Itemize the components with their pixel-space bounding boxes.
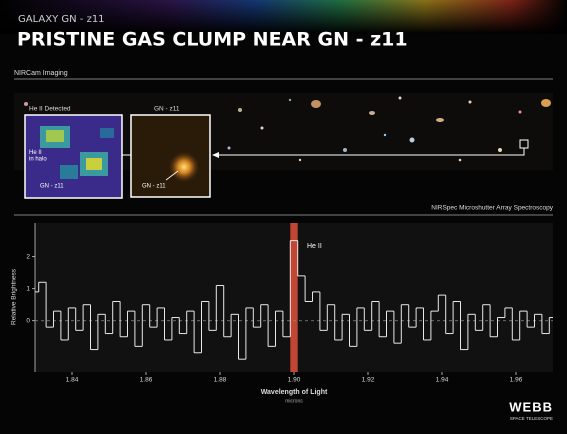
- title: PRISTINE GAS CLUMP NEAR GN - z11: [17, 29, 408, 51]
- banner-fade: [0, 0, 567, 34]
- annotation: He II: [307, 243, 322, 250]
- pointer-arrow: [212, 152, 219, 158]
- x-tick-label: 1.90: [288, 377, 301, 384]
- inset-title: He II Detected: [29, 106, 71, 113]
- halo-label: He II in halo: [29, 150, 47, 163]
- x-tick-label: 1.86: [140, 377, 153, 384]
- kicker: GALAXY GN - z11: [18, 14, 105, 25]
- x-axis-label: Wavelength of Light: [261, 389, 328, 396]
- x-tick-label: 1.92: [362, 377, 375, 384]
- x-axis-unit: microns: [285, 398, 303, 404]
- y-tick-label: 2: [26, 253, 30, 260]
- highlight-band: [290, 223, 298, 372]
- galaxy-label: GN - z11: [40, 184, 64, 190]
- spectrum: 0 1 2 1.84 1.86 1.88 1.90 1.92 1.94 1.96: [26, 223, 553, 384]
- x-tick-label: 1.84: [66, 377, 79, 384]
- galaxy-closeup: [130, 114, 211, 198]
- galaxy-label: GN - z11: [142, 184, 166, 190]
- he-ii-map-pixels: [40, 126, 114, 179]
- logo: WEBB: [509, 399, 553, 414]
- section-label: NIRCam Imaging: [14, 70, 68, 77]
- y-tick-label: 1: [26, 285, 30, 292]
- x-tick-label: 1.94: [436, 377, 449, 384]
- y-tick-label: 0: [26, 317, 30, 324]
- section-label: NIRSpec Microshutter Array Spectroscopy: [431, 205, 553, 212]
- logo-subtitle: SPACE TELESCOPE: [510, 416, 553, 421]
- galaxy-pointer: [165, 170, 179, 181]
- galaxy-glow: [168, 151, 200, 183]
- x-tick-label: 1.88: [214, 377, 227, 384]
- pointer-line: [219, 148, 525, 156]
- x-tick-label: 1.96: [510, 377, 523, 384]
- inset-title: GN - z11: [154, 106, 180, 113]
- galaxies: [24, 96, 551, 162]
- y-axis-label: Relative Brightness: [11, 268, 18, 325]
